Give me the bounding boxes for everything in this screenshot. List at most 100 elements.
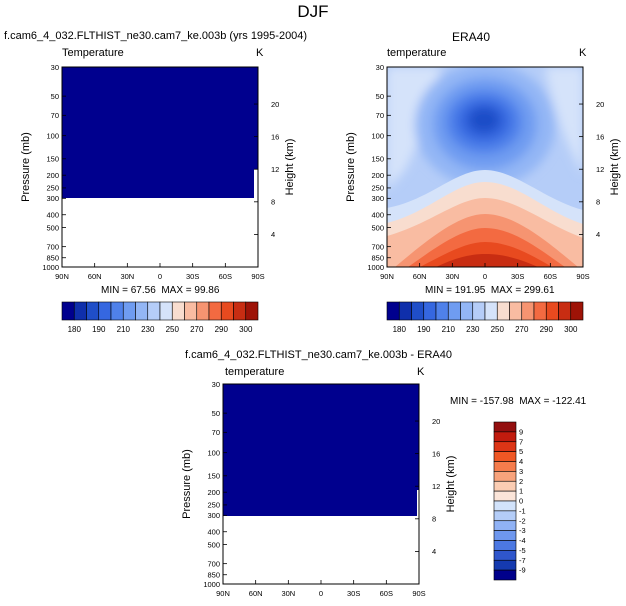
- panel1-ytick-right-label: 20: [271, 100, 279, 109]
- panel3-ytick-label: 850: [207, 571, 220, 580]
- panel2-colorbar-swatch: [533, 301, 547, 321]
- figure-title: DJF: [297, 2, 329, 21]
- panel1-colorbar-swatch: [208, 301, 222, 321]
- panel2-colorbar-label: 180: [393, 325, 407, 334]
- panel1-filled-region: [62, 67, 258, 198]
- panel1-ytick-label: 200: [46, 171, 59, 180]
- panel2-ytick-label: 700: [371, 242, 384, 251]
- panel3-colorbar-label: -3: [519, 526, 526, 535]
- panel3-filled-region: [223, 384, 419, 516]
- panel3-colorbar-label: 3: [519, 467, 523, 476]
- panel3-colorbar-label: 2: [519, 477, 523, 486]
- panel3-colorbar-swatch: [493, 490, 517, 502]
- panel1-ylabel: Pressure (mb): [20, 132, 32, 202]
- panel1-min-label: MIN =: [101, 285, 128, 296]
- panel1-colorbar-swatch: [171, 301, 185, 321]
- panel3-xtick-label: 90S: [412, 589, 425, 598]
- panel2-contour-right-pale: [545, 67, 583, 175]
- panel2-left-label: temperature: [387, 47, 447, 59]
- panel1-xtick-label: 60S: [219, 272, 232, 281]
- panel2-colorbar-label: 290: [540, 325, 554, 334]
- panel2-colorbar-swatch: [386, 301, 400, 321]
- panel2-min-label: MIN =: [425, 285, 452, 296]
- panel1-colorbar-swatch: [147, 301, 161, 321]
- panel2-title: ERA40: [452, 30, 491, 44]
- panel3-ytick-right-label: 20: [432, 417, 440, 426]
- panel3-ytick-label: 500: [207, 540, 220, 549]
- panel3-ytick-right-label: 8: [432, 515, 436, 524]
- panel1-ytick-right-label: 12: [271, 165, 279, 174]
- panel2-colorbar-label: 250: [491, 325, 505, 334]
- panel2-ytick-right-label: 12: [596, 165, 604, 174]
- panel1-max-value: 99.86: [194, 285, 220, 296]
- panel3-title: f.cam6_4_032.FLTHIST_ne30.cam7_ke.003b -…: [185, 349, 453, 361]
- panel1-ytick-label: 30: [51, 63, 59, 72]
- panel1-colorbar-swatch: [159, 301, 173, 321]
- panel3-colorbar-label: 0: [519, 497, 523, 506]
- panel3-colorbar-label: 9: [519, 427, 523, 436]
- panel3-ytick-label: 50: [212, 409, 220, 418]
- panel1-ytick-label: 500: [46, 223, 59, 232]
- panel3-colorbar-label: -7: [519, 556, 526, 565]
- panel1-max-label: MAX =: [161, 285, 192, 296]
- panel3-ytick-label: 200: [207, 488, 220, 497]
- panel2-colorbar-swatch: [509, 301, 523, 321]
- panel1-colorbar-label: 290: [215, 325, 229, 334]
- panel1-colorbar-label: 180: [68, 325, 82, 334]
- panel2-colorbar-swatch: [447, 301, 461, 321]
- panel3-ytick-right-label: 12: [432, 482, 440, 491]
- panel3-xtick-label: 90N: [216, 589, 230, 598]
- panel2-contour-warm-6: [436, 254, 538, 267]
- panel2-colorbar-swatch: [435, 301, 449, 321]
- panel2-colorbar-swatch: [423, 301, 437, 321]
- panel2-colorbar-swatch: [411, 301, 425, 321]
- panel2-ytick-label: 500: [371, 223, 384, 232]
- panel3-colorbar-swatch: [493, 500, 517, 512]
- panel3-left-label: temperature: [225, 366, 285, 378]
- panel3-ytick-label: 150: [207, 472, 220, 481]
- panel2-ytick-label: 250: [371, 184, 384, 193]
- panel2-colorbar-swatch: [496, 301, 510, 321]
- panel2-colorbar-label: 300: [564, 325, 578, 334]
- panel1-ytick-label: 150: [46, 155, 59, 164]
- panel3-plot: 90N 60N 30N 0 30S 60S 90S 30 50 70 100 150 200 250300…: [181, 380, 457, 598]
- panel3-colorbar-swatch: [493, 461, 517, 472]
- panel3-colorbar-swatch: [493, 441, 517, 452]
- panel1-units: K: [256, 47, 264, 59]
- panel3-colorbar-swatch: [493, 480, 517, 492]
- panel3-min-label: MIN =: [450, 396, 477, 407]
- panel2-colorbar-label: 270: [515, 325, 529, 334]
- panel2-xtick-label: 60S: [544, 272, 557, 281]
- panel2-colorbar-label: 190: [417, 325, 431, 334]
- panel1-colorbar-swatch: [73, 301, 87, 321]
- panel3-colorbar-swatch: [493, 471, 517, 482]
- panel1-colorbar-swatch: [196, 301, 210, 321]
- panel3-colorbar-label: -1: [519, 506, 526, 515]
- panel1-xtick-label: 0: [158, 272, 162, 281]
- panel1-xtick-label: 90S: [251, 272, 264, 281]
- panel2-colorbar-swatch: [460, 301, 474, 321]
- panel2-colorbar-swatch: [521, 301, 535, 321]
- panel3-colorbar-swatch: [493, 451, 517, 462]
- panel3-colorbar-label: -4: [519, 536, 526, 545]
- panel3-ytick-label: 100: [207, 448, 220, 457]
- panel3-colorbar-swatch: [493, 550, 517, 561]
- panel3-colorbar-label: -2: [519, 516, 526, 525]
- panel1-colorbar-swatch: [61, 301, 75, 321]
- panel2-xtick-label: 90S: [576, 272, 589, 281]
- panel3-ytick-label: 70: [212, 428, 220, 437]
- panel2-ytick-label: 100: [371, 131, 384, 140]
- panel3-ytick-label: 700: [207, 559, 220, 568]
- panel2-ytick-label: 200: [371, 171, 384, 180]
- panel2-xtick-label: 90N: [380, 272, 394, 281]
- panel3-ylabel: Pressure (mb): [181, 449, 193, 519]
- panel3-colorbar-swatch: [493, 530, 517, 541]
- panel1-ytick-label: 400: [46, 211, 59, 220]
- panel1-title: f.cam6_4_032.FLTHIST_ne30.cam7_ke.003b (…: [4, 30, 308, 42]
- panel1-xtick-label: 30N: [120, 272, 134, 281]
- panel2-max-label: MAX =: [490, 285, 522, 296]
- panel3-ytick-label: 250: [207, 501, 220, 510]
- panel1-ytick-label: 50: [51, 92, 59, 101]
- panel3-max-value: -122.41: [552, 396, 587, 407]
